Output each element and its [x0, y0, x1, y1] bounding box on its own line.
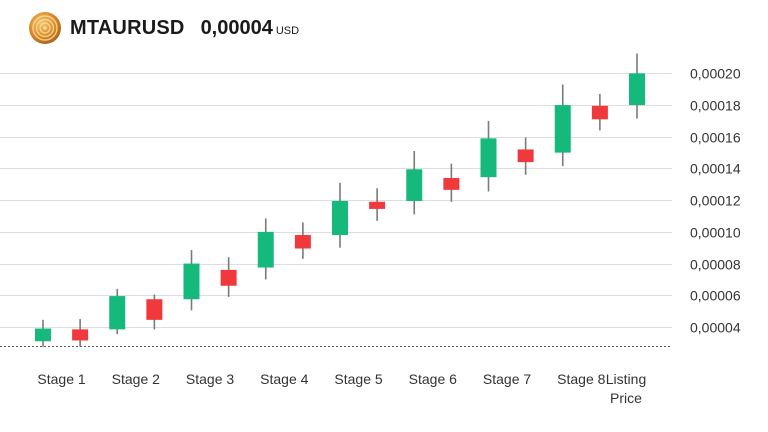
candle-body — [257, 231, 274, 268]
x-category-label: Stage 3 — [186, 371, 234, 387]
candle-body — [480, 138, 497, 178]
candle-body — [183, 263, 200, 300]
candle-body — [35, 328, 51, 342]
y-tick-label: 0,00016 — [690, 130, 741, 146]
y-tick-label: 0,00018 — [690, 98, 741, 114]
candles — [35, 53, 645, 347]
candle-body — [369, 201, 386, 209]
candle-up — [629, 53, 645, 119]
candle-down — [294, 222, 311, 259]
x-axis-labels: Stage 1 Stage 2 Stage 3 Stage 4 Stage 5 Stage… — [37, 371, 646, 406]
y-tick-label: 0,00014 — [690, 161, 741, 177]
x-category-label: Stage 4 — [260, 371, 308, 387]
candle-up — [109, 288, 126, 335]
candle-up — [480, 120, 497, 192]
candle-body — [294, 235, 311, 249]
candle-body — [554, 105, 571, 153]
gold-coin-logo-icon — [29, 12, 61, 44]
x-category-label: Stage 7 — [483, 371, 531, 387]
candle-body — [72, 329, 89, 341]
candle-down — [591, 93, 608, 131]
candle-down — [443, 163, 460, 202]
candle-up — [332, 182, 348, 248]
candle-down — [146, 294, 163, 330]
candle-body — [146, 299, 163, 320]
x-category-label: Listing — [606, 371, 646, 387]
candle-body — [629, 73, 645, 106]
candle-body — [443, 177, 460, 190]
candle-down — [369, 188, 386, 221]
candle-body — [332, 200, 348, 236]
candle-down — [517, 137, 534, 175]
x-category-label: Stage 5 — [334, 371, 382, 387]
x-category-label: Stage 6 — [409, 371, 457, 387]
x-category-label: Stage 1 — [37, 371, 85, 387]
candle-up — [554, 84, 571, 167]
pair-symbol: MTAURUSD — [70, 16, 185, 39]
y-tick-label: 0,00010 — [690, 225, 741, 241]
candle-up — [406, 151, 423, 215]
candle-up — [183, 250, 200, 311]
candle-down — [220, 257, 237, 297]
candle-body — [109, 296, 126, 330]
x-category-label: Price — [610, 390, 642, 406]
x-category-label: Stage 2 — [112, 371, 160, 387]
candle-down — [72, 319, 89, 347]
y-tick-label: 0,00012 — [690, 193, 741, 209]
chart-header: MTAURUSD 0,00004 USD — [28, 10, 299, 46]
price-unit: USD — [275, 25, 300, 37]
current-price: 0,00004 — [200, 16, 273, 39]
y-tick-label: 0,00004 — [690, 320, 741, 336]
y-tick-label: 0,00006 — [690, 288, 741, 304]
candle-up — [257, 218, 274, 280]
y-tick-label: 0,00020 — [690, 66, 741, 82]
candle-up — [35, 319, 51, 347]
y-tick-label: 0,00008 — [690, 257, 741, 273]
candle-body — [517, 149, 534, 163]
candle-body — [406, 169, 423, 201]
candle-body — [220, 269, 237, 286]
y-axis-ticks: 0,00004 0,00006 0,00008 0,00010 0,00012 0,000… — [690, 66, 741, 336]
x-category-label: Stage 8 — [557, 371, 605, 387]
candle-body — [591, 105, 608, 120]
